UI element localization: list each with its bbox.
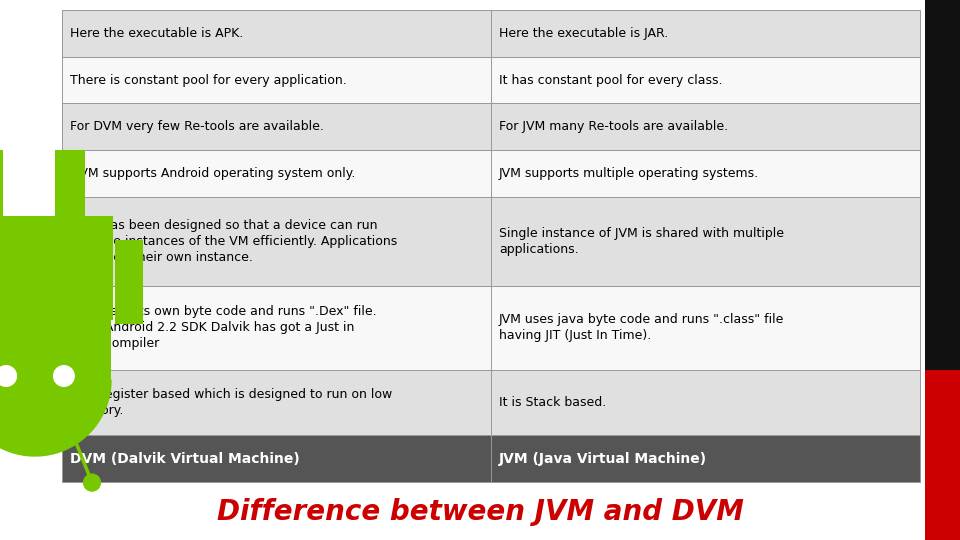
Bar — [925, 370, 960, 540]
Text: DVM supports Android operating system only.: DVM supports Android operating system on… — [70, 167, 355, 180]
Bar — [491, 10, 920, 57]
Bar — [62, 104, 491, 150]
Text: Single instance of JVM is shared with multiple
applications.: Single instance of JVM is shared with mu… — [499, 227, 784, 256]
Polygon shape — [0, 380, 111, 456]
Bar — [491, 197, 920, 286]
Bar — [925, 0, 960, 370]
Bar — [62, 435, 491, 482]
Text: It is Stack based.: It is Stack based. — [499, 396, 607, 409]
Text: It is Register based which is designed to run on low
memory.: It is Register based which is designed t… — [70, 388, 393, 417]
Bar — [62, 57, 491, 104]
Text: Here the executable is JAR.: Here the executable is JAR. — [499, 27, 668, 40]
Bar — [491, 57, 920, 104]
Bar — [62, 197, 491, 286]
Text: DVM uses its own byte code and runs ".Dex" file.
From Android 2.2 SDK Dalvik has: DVM uses its own byte code and runs ".De… — [70, 305, 376, 350]
Text: JVM supports multiple operating systems.: JVM supports multiple operating systems. — [499, 167, 759, 180]
Text: DVM (Dalvik Virtual Machine): DVM (Dalvik Virtual Machine) — [70, 451, 300, 465]
Bar — [491, 435, 920, 482]
FancyBboxPatch shape — [0, 216, 113, 320]
Bar — [0, 316, 111, 380]
Bar — [62, 286, 491, 370]
FancyBboxPatch shape — [115, 240, 143, 324]
Text: Difference between JVM and DVM: Difference between JVM and DVM — [217, 498, 743, 526]
Text: DVM has been designed so that a device can run
multiple instances of the VM effi: DVM has been designed so that a device c… — [70, 219, 397, 264]
Bar — [62, 10, 491, 57]
Bar — [491, 286, 920, 370]
FancyBboxPatch shape — [55, 150, 85, 220]
Bar — [491, 150, 920, 197]
Text: JVM (Java Virtual Machine): JVM (Java Virtual Machine) — [499, 451, 708, 465]
Text: There is constant pool for every application.: There is constant pool for every applica… — [70, 73, 347, 86]
Circle shape — [53, 365, 75, 387]
Bar — [491, 370, 920, 435]
Text: It has constant pool for every class.: It has constant pool for every class. — [499, 73, 723, 86]
Text: Here the executable is APK.: Here the executable is APK. — [70, 27, 243, 40]
Text: For DVM very few Re-tools are available.: For DVM very few Re-tools are available. — [70, 120, 324, 133]
Circle shape — [83, 474, 101, 492]
Text: JVM uses java byte code and runs ".class" file
having JIT (Just In Time).: JVM uses java byte code and runs ".class… — [499, 313, 784, 342]
FancyBboxPatch shape — [0, 150, 3, 220]
Circle shape — [0, 365, 17, 387]
Bar — [62, 370, 491, 435]
Bar — [491, 104, 920, 150]
Text: For JVM many Re-tools are available.: For JVM many Re-tools are available. — [499, 120, 728, 133]
Bar — [62, 150, 491, 197]
